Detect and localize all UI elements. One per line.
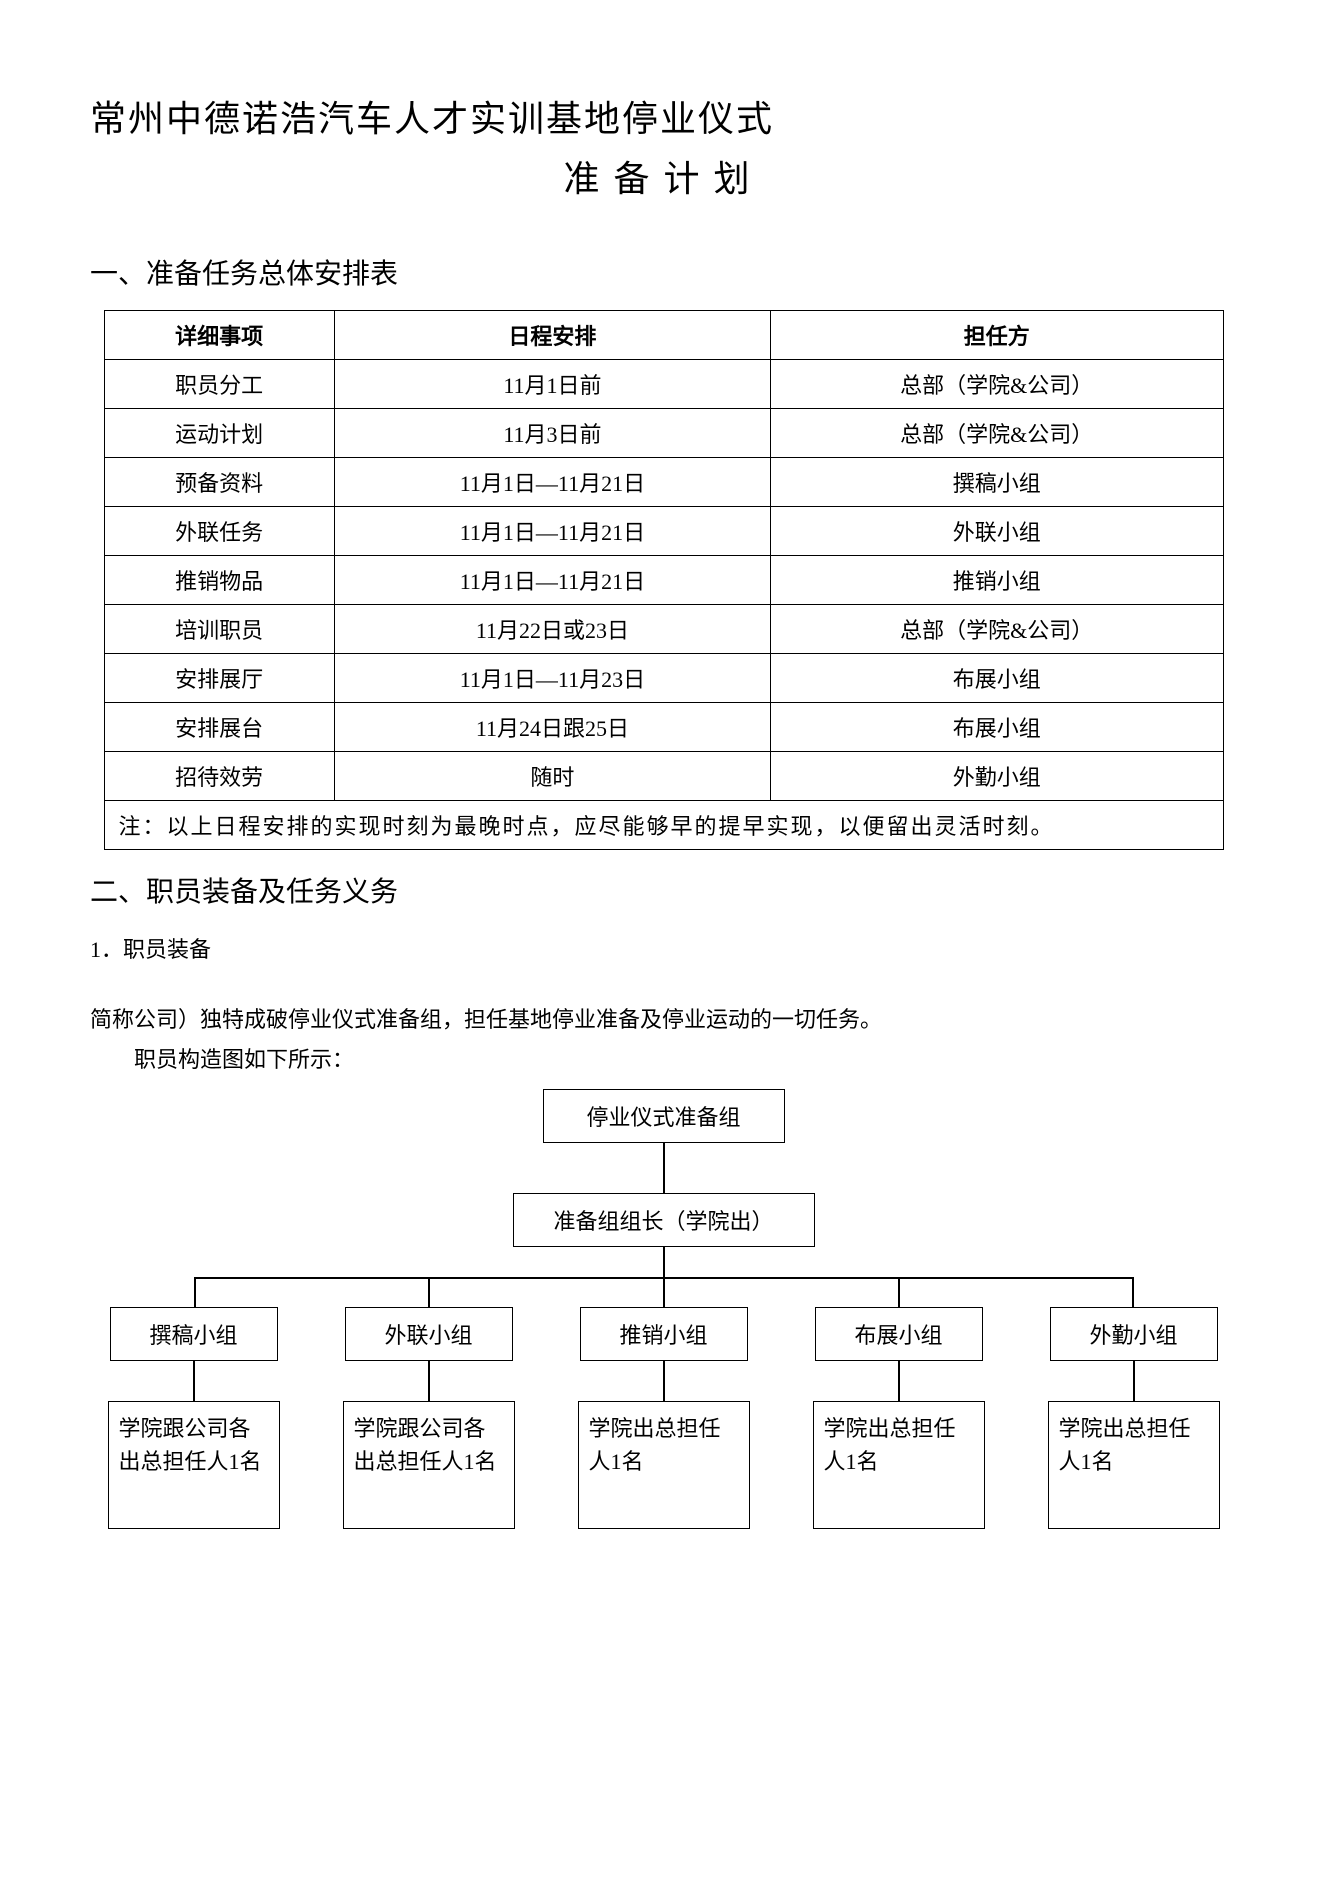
org-owner-box: 学院跟公司各出总担任人1名 [343, 1401, 515, 1529]
cell-owner: 推销小组 [770, 556, 1223, 605]
org-col: 外勤小组 [1044, 1307, 1224, 1361]
doc-title-line1: 常州中德诺浩汽车人才实训基地停业仪式 [90, 90, 1237, 142]
cell-schedule: 随时 [334, 752, 770, 801]
cell-item: 职员分工 [104, 360, 334, 409]
org-col: 学院跟公司各出总担任人1名 [339, 1401, 519, 1529]
org-connector [663, 1247, 665, 1277]
cell-owner: 撰稿小组 [770, 458, 1223, 507]
org-lead-box: 准备组组长（学院出） [513, 1193, 815, 1247]
org-connector [663, 1361, 665, 1401]
org-group-box: 外联小组 [345, 1307, 513, 1361]
org-col: 布展小组 [809, 1307, 989, 1361]
org-group-box: 推销小组 [580, 1307, 748, 1361]
cell-owner: 布展小组 [770, 703, 1223, 752]
table-row: 安排展台 11月24日跟25日 布展小组 [104, 703, 1223, 752]
cell-owner: 总部（学院&公司） [770, 605, 1223, 654]
org-col: 学院出总担任人1名 [574, 1401, 754, 1529]
page: 常州中德诺浩汽车人才实训基地停业仪式 准备计划 一、准备任务总体安排表 详细事项… [0, 0, 1327, 1879]
org-level-4: 学院跟公司各出总担任人1名 学院跟公司各出总担任人1名 学院出总担任人1名 学院… [104, 1401, 1224, 1529]
cell-item: 外联任务 [104, 507, 334, 556]
org-connector [663, 1277, 665, 1307]
table-row: 推销物品 11月1日—11月21日 推销小组 [104, 556, 1223, 605]
cell-schedule: 11月24日跟25日 [334, 703, 770, 752]
org-connector [1132, 1277, 1134, 1307]
cell-owner: 外联小组 [770, 507, 1223, 556]
table-row: 外联任务 11月1日—11月21日 外联小组 [104, 507, 1223, 556]
org-connector [663, 1143, 665, 1193]
org-chart: 停业仪式准备组 准备组组长（学院出） 撰稿小组 外联小组 推销小组 [104, 1089, 1224, 1529]
org-owner-box: 学院出总担任人1名 [1048, 1401, 1220, 1529]
org-level-3: 撰稿小组 外联小组 推销小组 布展小组 外勤小组 [104, 1307, 1224, 1361]
org-connector [898, 1277, 900, 1307]
cell-item: 推销物品 [104, 556, 334, 605]
cell-item: 安排展台 [104, 703, 334, 752]
org-connector [194, 1277, 196, 1307]
table-row: 安排展厅 11月1日—11月23日 布展小组 [104, 654, 1223, 703]
th-schedule: 日程安排 [334, 311, 770, 360]
org-col: 推销小组 [574, 1307, 754, 1361]
table-row: 招待效劳 随时 外勤小组 [104, 752, 1223, 801]
org-connector [428, 1277, 430, 1307]
table-note: 注：以上日程安排的实现时刻为最晚时点，应尽能够早的提早实现，以便留出灵活时刻。 [104, 801, 1223, 850]
org-group-box: 撰稿小组 [110, 1307, 278, 1361]
cell-schedule: 11月3日前 [334, 409, 770, 458]
cell-item: 安排展厅 [104, 654, 334, 703]
org-owner-box: 学院出总担任人1名 [578, 1401, 750, 1529]
cell-schedule: 11月1日—11月21日 [334, 507, 770, 556]
cell-owner: 总部（学院&公司） [770, 409, 1223, 458]
cell-item: 招待效劳 [104, 752, 334, 801]
schedule-table: 详细事项 日程安排 担任方 职员分工 11月1日前 总部（学院&公司） 运动计划… [104, 310, 1224, 850]
org-connector [193, 1361, 195, 1401]
section-2-heading: 二、职员装备及任务义务 [90, 870, 1237, 910]
org-level-2: 准备组组长（学院出） [104, 1193, 1224, 1247]
org-connector [898, 1361, 900, 1401]
cell-item: 运动计划 [104, 409, 334, 458]
cell-owner: 外勤小组 [770, 752, 1223, 801]
table-row: 职员分工 11月1日前 总部（学院&公司） [104, 360, 1223, 409]
doc-title-line2: 准备计划 [90, 150, 1237, 202]
table-row: 预备资料 11月1日—11月21日 撰稿小组 [104, 458, 1223, 507]
th-owner: 担任方 [770, 311, 1223, 360]
org-connector [428, 1361, 430, 1401]
cell-schedule: 11月22日或23日 [334, 605, 770, 654]
org-col: 撰稿小组 [104, 1307, 284, 1361]
org-owner-box: 学院出总担任人1名 [813, 1401, 985, 1529]
table-note-row: 注：以上日程安排的实现时刻为最晚时点，应尽能够早的提早实现，以便留出灵活时刻。 [104, 801, 1223, 850]
org-group-box: 外勤小组 [1050, 1307, 1218, 1361]
cell-schedule: 11月1日—11月21日 [334, 458, 770, 507]
body-text-2: 职员构造图如下所示： [90, 1040, 1237, 1080]
org-col: 外联小组 [339, 1307, 519, 1361]
cell-item: 培训职员 [104, 605, 334, 654]
org-connector-row [104, 1361, 1224, 1401]
cell-owner: 布展小组 [770, 654, 1223, 703]
cell-owner: 总部（学院&公司） [770, 360, 1223, 409]
table-row: 培训职员 11月22日或23日 总部（学院&公司） [104, 605, 1223, 654]
cell-schedule: 11月1日前 [334, 360, 770, 409]
table-header-row: 详细事项 日程安排 担任方 [104, 311, 1223, 360]
org-level-1: 停业仪式准备组 [104, 1089, 1224, 1143]
org-col: 学院出总担任人1名 [1044, 1401, 1224, 1529]
cell-item: 预备资料 [104, 458, 334, 507]
section-1-heading: 一、准备任务总体安排表 [90, 252, 1237, 292]
org-owner-box: 学院跟公司各出总担任人1名 [108, 1401, 280, 1529]
org-col: 学院出总担任人1名 [809, 1401, 989, 1529]
org-root-box: 停业仪式准备组 [543, 1089, 785, 1143]
body-text-1: 简称公司）独特成破停业仪式准备组，担任基地停业准备及停业运动的一切任务。 [90, 1000, 1237, 1040]
org-col: 学院跟公司各出总担任人1名 [104, 1401, 284, 1529]
cell-schedule: 11月1日—11月23日 [334, 654, 770, 703]
sub-heading-1: 1．职员装备 [90, 932, 1237, 964]
table-row: 运动计划 11月3日前 总部（学院&公司） [104, 409, 1223, 458]
org-bus [104, 1247, 1224, 1307]
cell-schedule: 11月1日—11月21日 [334, 556, 770, 605]
org-group-box: 布展小组 [815, 1307, 983, 1361]
th-item: 详细事项 [104, 311, 334, 360]
org-connector [1133, 1361, 1135, 1401]
